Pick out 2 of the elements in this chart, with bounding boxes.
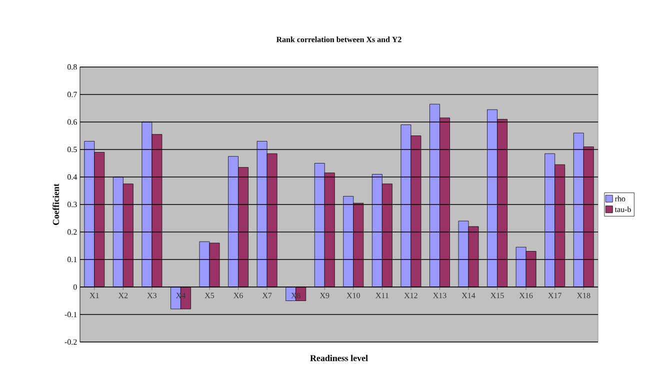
x-axis-title: Readiness level	[310, 354, 368, 362]
y-axis-title: Coefficient	[52, 184, 60, 225]
